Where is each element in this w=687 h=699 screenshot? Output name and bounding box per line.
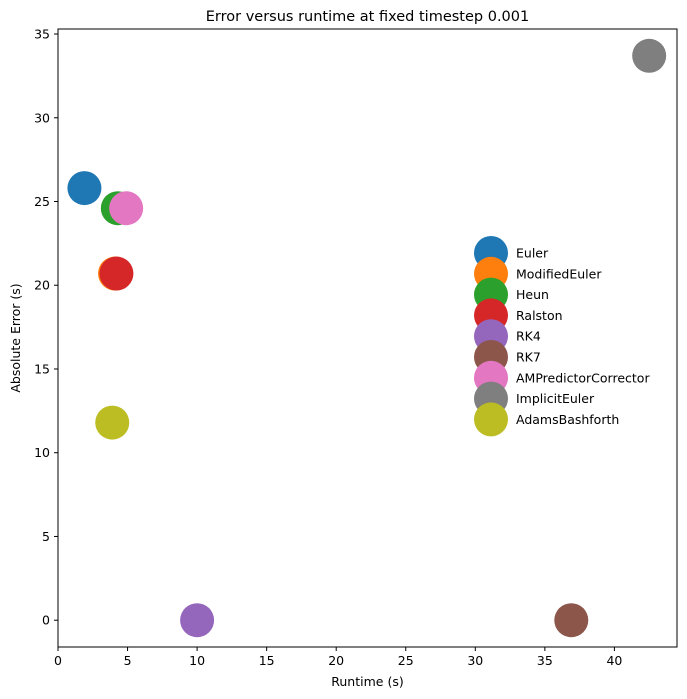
legend-label-heun: Heun [516,287,549,302]
legend-label-rk4: RK4 [516,329,541,344]
legend-marker-adamsbashforth [474,402,508,437]
y-axis-label: Absolute Error (s) [8,283,23,392]
data-point-impliciteuler [632,38,667,73]
y-tick-label: 0 [42,613,50,628]
legend-label-modifiedeuler: ModifiedEuler [516,266,602,281]
legend: Euler ModifiedEuler Heun Ralston RK4 RK7 AMPre… [474,236,650,437]
x-tick-label: 0 [54,653,62,668]
x-tick-label: 35 [537,653,553,668]
y-tick-label: 5 [42,529,50,544]
x-tick-label: 15 [259,653,275,668]
data-point-rk7 [554,603,589,638]
data-point-ampredictorcorrector [109,191,144,226]
legend-label-adamsbashforth: AdamsBashforth [516,412,619,427]
chart-title: Error versus runtime at fixed timestep 0… [206,9,529,25]
data-point-ralston [99,256,134,291]
y-axis-ticks: 0 5 10 15 20 25 30 35 [34,27,58,628]
legend-label-ampredictorcorrector: AMPredictorCorrector [516,370,650,385]
data-point-rk4 [180,603,215,638]
x-tick-label: 25 [398,653,414,668]
x-tick-label: 30 [467,653,483,668]
data-point-adamsbashforth [95,405,130,440]
legend-label-impliciteuler: ImplicitEuler [516,391,595,406]
y-tick-label: 25 [34,194,50,209]
plot-frame [57,28,678,648]
x-tick-label: 5 [124,653,132,668]
x-axis-ticks: 0 5 10 15 20 25 30 35 40 [54,647,622,668]
x-tick-label: 20 [328,653,344,668]
y-tick-label: 30 [34,110,50,125]
x-tick-label: 40 [606,653,622,668]
x-axis-label: Runtime (s) [331,674,403,689]
legend-label-euler: Euler [516,246,549,261]
y-tick-label: 15 [34,361,50,376]
y-tick-label: 20 [34,278,50,293]
y-tick-label: 35 [34,27,50,42]
data-point-euler [67,171,102,206]
x-tick-label: 10 [189,653,205,668]
data-points [67,38,667,638]
legend-label-rk7: RK7 [516,350,541,365]
legend-label-ralston: Ralston [516,308,563,323]
y-tick-label: 10 [34,445,50,460]
